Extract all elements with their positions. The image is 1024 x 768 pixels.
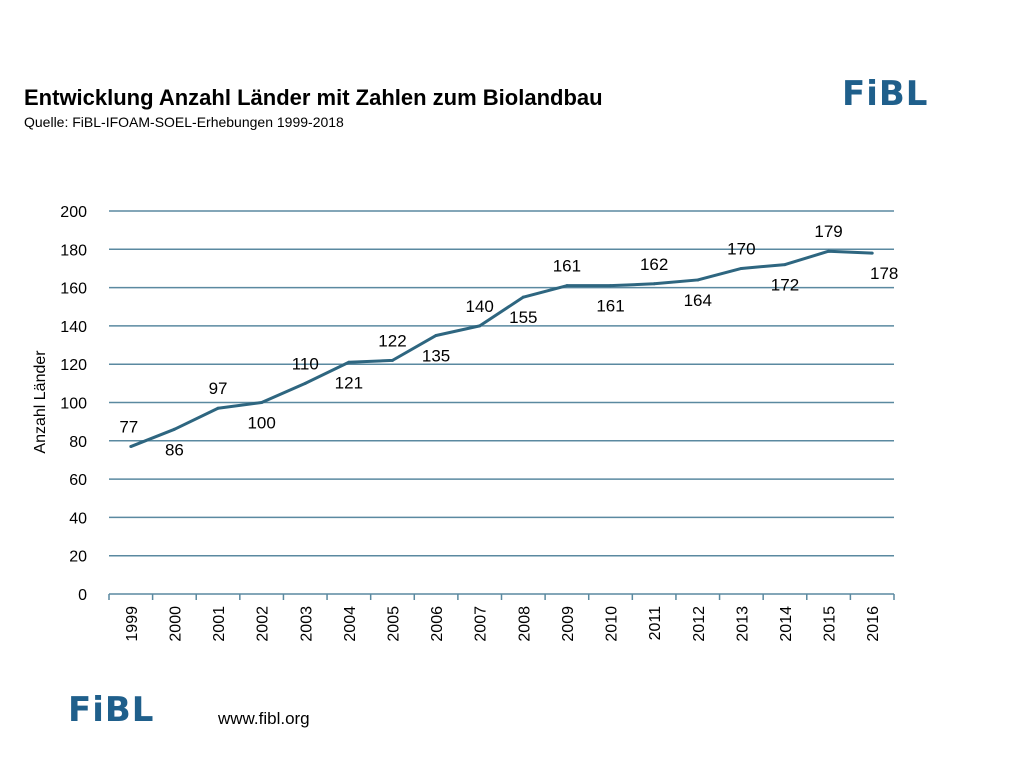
data-point <box>216 406 220 410</box>
y-tick-label: 200 <box>60 204 87 221</box>
y-tick-label: 40 <box>69 510 87 527</box>
x-tick-label: 2007 <box>473 606 490 642</box>
fibl-logo-top: FiBL <box>842 74 929 114</box>
chart-subtitle: Quelle: FiBL-IFOAM-SOEL-Erhebungen 1999-… <box>24 114 344 130</box>
y-tick-label: 100 <box>60 396 87 413</box>
data-label: 178 <box>870 264 898 283</box>
data-label: 100 <box>247 414 275 433</box>
data-point <box>609 284 613 288</box>
data-point <box>129 445 133 449</box>
data-label: 110 <box>292 354 319 373</box>
data-point <box>260 401 264 404</box>
x-tick-label: 2002 <box>255 606 272 642</box>
data-label: 161 <box>596 297 624 316</box>
y-tick-label: 60 <box>69 472 87 489</box>
x-tick-label: 2016 <box>865 606 882 642</box>
y-tick-label: 140 <box>60 319 87 336</box>
data-point <box>390 358 394 362</box>
data-label: 179 <box>814 222 842 241</box>
data-point <box>478 324 482 328</box>
y-axis-label: Anzahl Länder <box>32 350 49 454</box>
data-point <box>347 360 351 364</box>
x-tick-label: 2015 <box>822 606 839 642</box>
data-label: 122 <box>378 331 406 350</box>
y-tick-label: 80 <box>69 434 87 451</box>
x-tick-label: 2003 <box>298 606 315 642</box>
data-label: 121 <box>335 373 363 392</box>
y-tick-label: 20 <box>69 549 87 566</box>
data-label: 164 <box>684 291 712 310</box>
x-axis-ticks: 1999 2000 2001 2002 2003 2004 2005 2006 2007 2008… <box>108 594 895 642</box>
x-tick-label: 2004 <box>342 606 359 642</box>
data-label: 97 <box>209 379 228 398</box>
y-tick-label: 160 <box>60 281 87 298</box>
gridlines <box>109 210 894 595</box>
data-label: 135 <box>422 346 450 365</box>
fibl-logo-bottom: FiBL <box>68 690 155 730</box>
chart-title: Entwicklung Anzahl Länder mit Zahlen zum… <box>24 85 603 110</box>
data-label: 86 <box>165 440 184 459</box>
data-point <box>739 266 743 270</box>
data-point <box>827 249 831 253</box>
x-tick-label: 2005 <box>385 606 402 642</box>
data-point <box>172 427 176 431</box>
data-point <box>434 333 438 337</box>
x-tick-label: 2000 <box>167 606 184 642</box>
x-tick-label: 2012 <box>691 606 708 642</box>
x-tick-label: 2009 <box>560 606 577 642</box>
x-tick-label: 2014 <box>778 606 795 642</box>
data-label: 162 <box>640 255 668 274</box>
data-point <box>652 282 656 286</box>
y-axis-ticks: 0 20 40 60 80 100 120 140 160 180 200 <box>60 204 87 604</box>
x-tick-label: 2010 <box>604 606 621 642</box>
y-tick-label: 180 <box>60 242 87 259</box>
data-label: 77 <box>119 418 138 437</box>
x-tick-label: 1999 <box>124 606 141 642</box>
x-tick-label: 2001 <box>211 606 228 642</box>
data-point <box>521 295 525 299</box>
footer-url: www.fibl.org <box>218 709 310 728</box>
data-label: 172 <box>771 276 799 295</box>
x-tick-label: 2011 <box>647 606 664 641</box>
y-tick-label: 0 <box>78 587 87 604</box>
data-labels: 77 86 97 100 110 121 122 135 140 155 161 161 162 164 1… <box>119 222 898 459</box>
data-point <box>303 381 307 385</box>
x-tick-label: 2006 <box>429 606 446 642</box>
x-tick-label: 2008 <box>516 606 533 642</box>
series-line <box>129 249 874 449</box>
data-label: 140 <box>466 297 494 316</box>
x-tick-label: 2013 <box>734 606 751 642</box>
data-label: 161 <box>553 257 581 276</box>
data-label: 170 <box>727 239 755 258</box>
data-point <box>870 251 874 255</box>
series-polyline <box>130 249 873 448</box>
data-label: 155 <box>509 308 537 327</box>
data-point <box>783 263 787 267</box>
y-tick-label: 120 <box>60 357 87 374</box>
data-point <box>565 284 569 288</box>
data-point <box>696 278 700 282</box>
